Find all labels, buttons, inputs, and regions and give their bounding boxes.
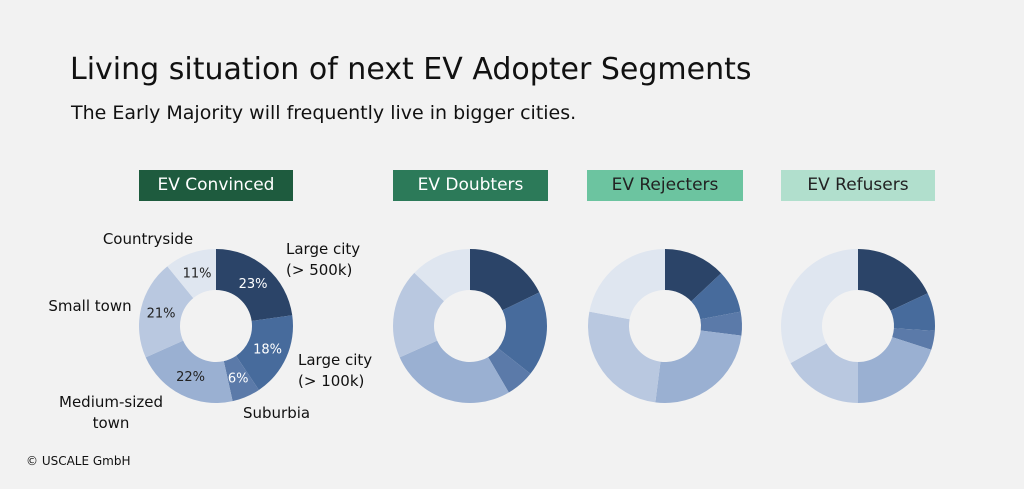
slice-1-countryside bbox=[167, 249, 216, 299]
slice-3-countryside bbox=[589, 249, 665, 320]
slice-3-suburbia bbox=[700, 311, 742, 336]
slice-4-countryside bbox=[781, 249, 858, 364]
category-label-countryside: Countryside bbox=[103, 230, 193, 248]
slice-2-countryside bbox=[414, 249, 470, 302]
value-label-countryside: 11% bbox=[183, 266, 212, 281]
category-label-large-city-500k: Large city (> 500k) bbox=[286, 240, 360, 279]
value-label-small-town: 21% bbox=[147, 306, 176, 321]
slice-1-medium-sized-town bbox=[145, 340, 233, 403]
slice-2-suburbia bbox=[488, 348, 531, 393]
category-label-suburbia: Suburbia bbox=[243, 404, 310, 422]
slice-2-small-town bbox=[393, 272, 444, 358]
value-label-suburbia: 6% bbox=[228, 371, 249, 386]
slice-4-small-town bbox=[790, 343, 858, 403]
segment-label-ev-rejecters: EV Rejecters bbox=[587, 170, 743, 201]
slice-3-large-city-500k bbox=[665, 249, 722, 302]
value-label-large-city-500k: 23% bbox=[239, 277, 268, 292]
value-label-medium-sized-town: 22% bbox=[176, 370, 205, 385]
slice-4-large-city-500k bbox=[858, 249, 928, 311]
segment-label-ev-convinced: EV Convinced bbox=[139, 170, 293, 201]
slice-3-medium-sized-town bbox=[655, 330, 742, 403]
slice-1-small-town bbox=[139, 266, 194, 358]
chart-subtitle: The Early Majority will frequently live … bbox=[71, 102, 577, 124]
slice-3-large-city-100k bbox=[691, 273, 741, 320]
slice-2-medium-sized-town bbox=[399, 340, 509, 403]
category-label-medium-sized-town: Medium-sized town bbox=[59, 393, 163, 432]
slice-4-large-city-100k bbox=[890, 293, 935, 331]
slice-4-suburbia bbox=[892, 328, 935, 350]
slice-2-large-city-500k bbox=[470, 249, 540, 311]
chart-title: Living situation of next EV Adopter Segm… bbox=[70, 52, 752, 87]
slice-1-large-city-100k bbox=[236, 315, 293, 390]
slice-3-small-town bbox=[588, 311, 661, 403]
slice-1-large-city-500k bbox=[216, 249, 293, 321]
slice-2-large-city-100k bbox=[498, 292, 547, 374]
slice-1-suburbia bbox=[223, 355, 259, 402]
copyright-note: © USCALE GmbH bbox=[26, 454, 131, 468]
value-label-large-city-100k: 18% bbox=[253, 343, 282, 358]
slice-4-medium-sized-town bbox=[858, 337, 932, 403]
category-label-small-town: Small town bbox=[48, 297, 131, 315]
segment-label-ev-doubters: EV Doubters bbox=[393, 170, 548, 201]
segment-label-ev-refusers: EV Refusers bbox=[781, 170, 935, 201]
category-label-large-city-100k: Large city (> 100k) bbox=[298, 351, 372, 390]
